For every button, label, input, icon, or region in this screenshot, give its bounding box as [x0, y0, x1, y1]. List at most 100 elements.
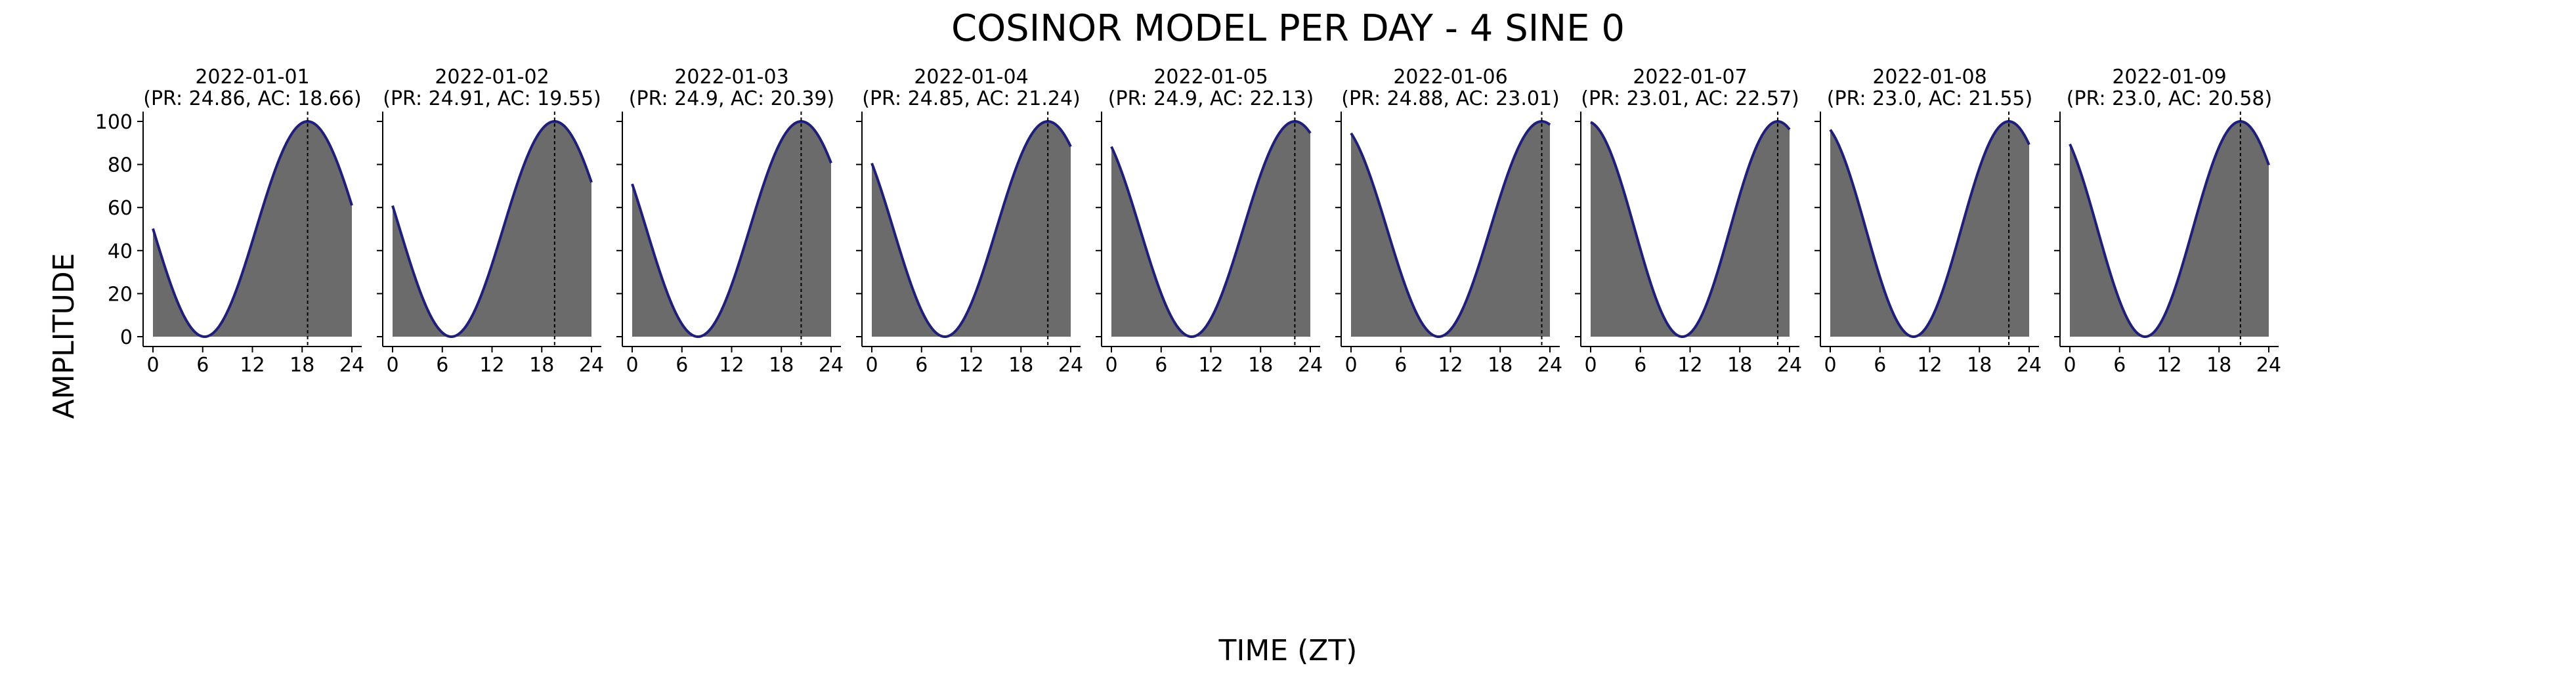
panel-stats-subtitle: (PR: 23.0, AC: 21.55) [1827, 87, 2032, 110]
x-tick-label: 24 [2256, 354, 2281, 377]
x-tick-label: 12 [1917, 354, 1942, 377]
panel-date-title: 2022-01-05 [1153, 66, 1268, 89]
model-curve-line [870, 120, 1072, 338]
x-axis-label: TIME (ZT) [1218, 634, 1358, 667]
model-area-fill [872, 121, 1071, 337]
model-curve-line [2069, 120, 2270, 338]
x-tick-label: 24 [1058, 354, 1083, 377]
panel-3: 2022-01-03(PR: 24.9, AC: 20.39) 0 6 12 18 24 [616, 66, 844, 377]
panel-7: 2022-01-07(PR: 23.01, AC: 22.57) 0 6 12 18 24 [1575, 66, 1802, 377]
x-tick-label: 6 [1155, 354, 1167, 377]
x-tick-label: 6 [915, 354, 928, 377]
figure-title: COSINOR MODEL PER DAY - 4 SINE 0 [951, 7, 1625, 50]
panels-container: 2022-01-01(PR: 24.86, AC: 18.66) 0 6 12 18 24… [95, 66, 2281, 377]
x-tick-label: 18 [1248, 354, 1273, 377]
model-curve-line [152, 120, 353, 338]
x-tick-label: 18 [2206, 354, 2231, 377]
panel-date-title: 2022-01-04 [914, 66, 1028, 89]
panel-date-title: 2022-01-07 [1633, 66, 1747, 89]
model-curve-line [1110, 120, 1312, 338]
model-area-fill [2070, 121, 2269, 337]
y-axis-label: AMPLITUDE [47, 253, 81, 419]
model-area-fill [632, 121, 831, 337]
x-tick-label: 12 [719, 354, 744, 377]
panel-date-title: 2022-01-08 [1872, 66, 1986, 89]
panel-stats-subtitle: (PR: 23.01, AC: 22.57) [1581, 87, 1799, 110]
panel-5: 2022-01-05(PR: 24.9, AC: 22.13) 0 6 12 18 24 [1096, 66, 1323, 377]
x-tick-label: 24 [819, 354, 844, 377]
x-tick-label: 6 [1874, 354, 1886, 377]
model-area-fill [393, 121, 591, 337]
x-tick-label: 18 [1488, 354, 1513, 377]
panel-4: 2022-01-04(PR: 24.85, AC: 21.24) 0 6 12 18 24 [856, 66, 1083, 377]
x-tick-label: 24 [339, 354, 364, 377]
x-tick-label: 0 [1824, 354, 1836, 377]
x-tick-label: 0 [146, 354, 159, 377]
x-tick-label: 18 [529, 354, 554, 377]
x-tick-label: 18 [769, 354, 794, 377]
x-tick-label: 0 [1584, 354, 1597, 377]
model-area-fill [1830, 121, 2029, 337]
y-tick-label: 60 [108, 197, 133, 220]
x-tick-label: 12 [1677, 354, 1702, 377]
model-curve-line [1590, 120, 1791, 338]
x-tick-label: 0 [2063, 354, 2076, 377]
x-tick-label: 0 [386, 354, 398, 377]
panel-stats-subtitle: (PR: 24.91, AC: 19.55) [383, 87, 601, 110]
x-tick-label: 0 [1105, 354, 1117, 377]
x-tick-label: 18 [1008, 354, 1033, 377]
y-tick-label: 40 [108, 240, 133, 263]
panel-stats-subtitle: (PR: 23.0, AC: 20.58) [2067, 87, 2272, 110]
x-tick-label: 12 [1438, 354, 1463, 377]
panel-6: 2022-01-06(PR: 24.88, AC: 23.01) 0 6 12 18 24 [1335, 66, 1562, 377]
x-tick-label: 6 [1634, 354, 1646, 377]
panel-date-title: 2022-01-09 [2112, 66, 2226, 89]
x-tick-label: 6 [1394, 354, 1407, 377]
panel-9: 2022-01-09(PR: 23.0, AC: 20.58) 0 6 12 18 24 [2054, 66, 2281, 377]
x-tick-label: 12 [1198, 354, 1223, 377]
model-area-fill [1351, 121, 1550, 337]
x-tick-label: 0 [1344, 354, 1357, 377]
panel-1: 2022-01-01(PR: 24.86, AC: 18.66) 0 6 12 18 24… [95, 66, 364, 377]
panel-stats-subtitle: (PR: 24.9, AC: 20.39) [629, 87, 834, 110]
panel-stats-subtitle: (PR: 24.85, AC: 21.24) [862, 87, 1081, 110]
y-tick-label: 80 [108, 154, 133, 177]
x-tick-label: 18 [290, 354, 314, 377]
x-tick-label: 0 [626, 354, 638, 377]
panel-date-title: 2022-01-02 [435, 66, 549, 89]
x-tick-label: 12 [2157, 354, 2181, 377]
model-area-fill [1591, 121, 1790, 337]
model-curve-line [1350, 120, 1551, 338]
x-tick-label: 12 [240, 354, 265, 377]
panel-2: 2022-01-02(PR: 24.91, AC: 19.55) 0 6 12 18 24 [377, 66, 604, 377]
model-curve-line [631, 120, 832, 338]
x-tick-label: 12 [958, 354, 983, 377]
panel-date-title: 2022-01-03 [674, 66, 788, 89]
x-tick-label: 24 [579, 354, 604, 377]
x-tick-label: 6 [676, 354, 688, 377]
model-area-fill [153, 121, 352, 337]
x-tick-label: 24 [1537, 354, 1562, 377]
model-curve-line [1829, 120, 2030, 338]
x-tick-label: 24 [1298, 354, 1323, 377]
panel-date-title: 2022-01-01 [195, 66, 309, 89]
y-tick-label: 20 [108, 283, 133, 306]
panel-8: 2022-01-08(PR: 23.0, AC: 21.55) 0 6 12 18 24 [1814, 66, 2042, 377]
panel-stats-subtitle: (PR: 24.88, AC: 23.01) [1341, 87, 1560, 110]
x-tick-label: 6 [196, 354, 209, 377]
x-tick-label: 6 [436, 354, 448, 377]
model-curve-line [391, 120, 593, 338]
y-tick-label: 0 [120, 326, 133, 349]
x-tick-label: 0 [865, 354, 878, 377]
panel-date-title: 2022-01-06 [1393, 66, 1507, 89]
x-tick-label: 18 [1727, 354, 1752, 377]
x-tick-label: 18 [1967, 354, 1992, 377]
y-tick-label: 100 [95, 111, 133, 134]
panel-stats-subtitle: (PR: 24.9, AC: 22.13) [1108, 87, 1314, 110]
panel-stats-subtitle: (PR: 24.86, AC: 18.66) [143, 87, 362, 110]
x-tick-label: 12 [479, 354, 504, 377]
x-tick-label: 24 [1777, 354, 1802, 377]
x-tick-label: 6 [2113, 354, 2126, 377]
x-tick-label: 24 [2017, 354, 2042, 377]
